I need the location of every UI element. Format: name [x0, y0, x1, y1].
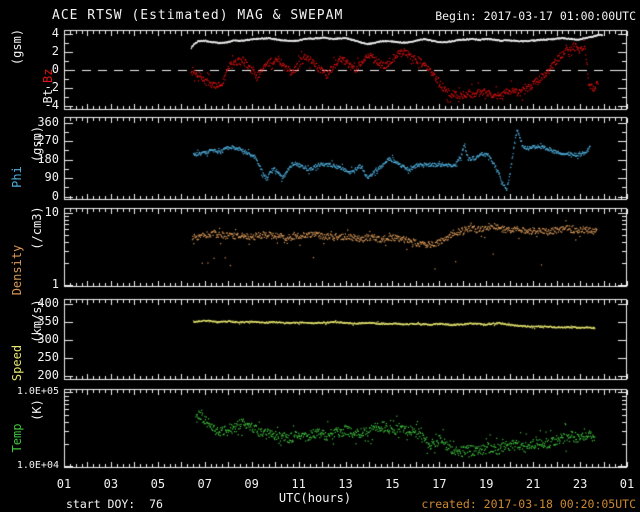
y-tick-label: 350 — [37, 313, 59, 328]
start-doy-label: start DOY: 76 — [66, 497, 163, 511]
y-tick-label: 400 — [37, 295, 59, 310]
y-tick-label: 2 — [51, 43, 59, 58]
x-tick-label: 09 — [244, 477, 259, 491]
y-tick-label: 250 — [37, 349, 59, 364]
plot-title: ACE RTSW (Estimated) MAG & SWEPAM — [52, 8, 344, 23]
y-tick-label: -4 — [44, 98, 59, 113]
x-tick-label: 11 — [291, 477, 306, 491]
y-tick-label: 270 — [37, 133, 59, 148]
x-tick-label: 01 — [619, 477, 635, 491]
y-tick-label: 10 — [44, 204, 59, 219]
y-tick-label: 0 — [51, 62, 59, 76]
y-tick-label: -2 — [44, 80, 59, 95]
y-tick-label: 1 — [51, 277, 59, 292]
x-tick-label: 13 — [338, 477, 353, 491]
x-tick-label: 15 — [385, 477, 400, 491]
y-tick-label: 360 — [37, 114, 59, 129]
x-tick-label: 05 — [150, 477, 166, 491]
y-tick-label: 4 — [51, 25, 59, 40]
x-tick-label: 21 — [525, 477, 541, 491]
y-tick-label: 1.0E+04 — [16, 460, 59, 472]
y-tick-label: 90 — [44, 170, 59, 185]
x-tick-label: 03 — [103, 477, 119, 491]
y-tick-label: 300 — [37, 331, 59, 346]
x-axis-title: UTC(hours) — [278, 491, 352, 505]
begin-label: Begin: 2017-03-17 01:00:00UTC — [435, 9, 636, 23]
x-tick-label: 07 — [197, 477, 212, 491]
created-label: created: 2017-03-18 00:20:05UTC — [421, 497, 636, 511]
y-tick-label: 1.0E+05 — [16, 386, 59, 398]
x-tick-label: 01 — [56, 477, 72, 491]
y-tick-label: 180 — [37, 151, 59, 166]
y-tick-label: 0 — [51, 188, 59, 203]
x-tick-label: 19 — [479, 477, 494, 491]
x-tick-label: 23 — [572, 477, 588, 491]
x-tick-label: 17 — [432, 477, 447, 491]
y-tick-label: 200 — [37, 367, 59, 382]
